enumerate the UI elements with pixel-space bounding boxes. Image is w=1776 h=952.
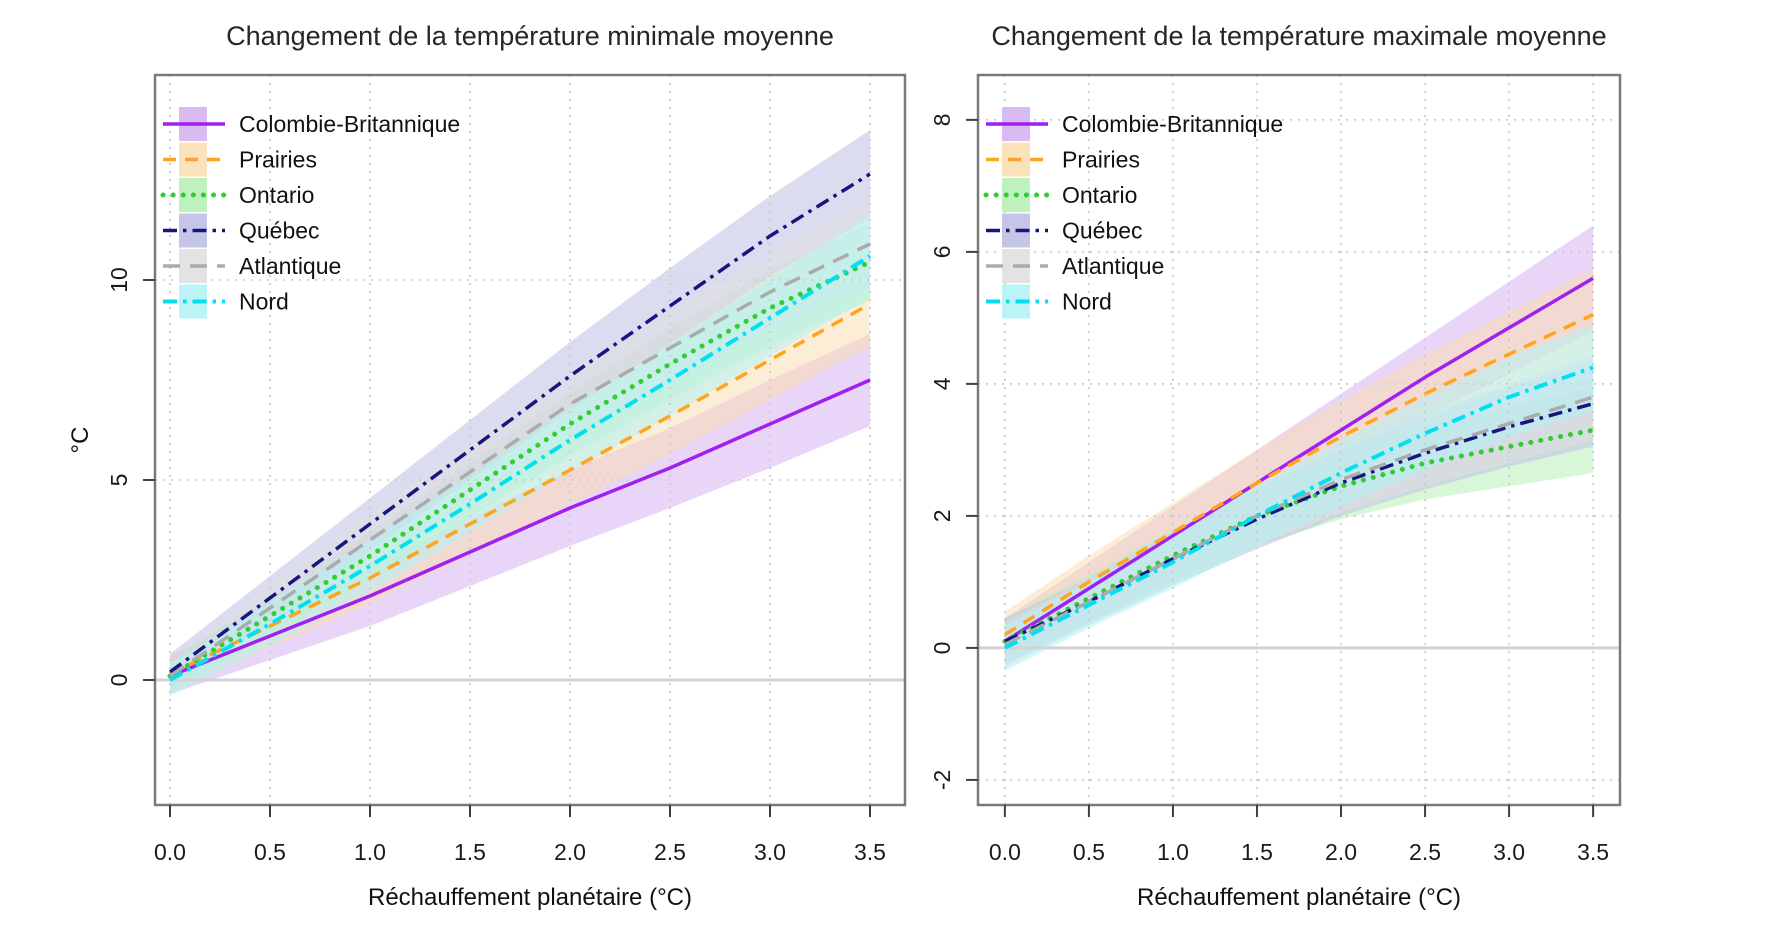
panel-max-temperature: 0.0 0.5 1.0 1.5 2.0 2.5 3.0 3.5 -2 0 2 4 6 8 Changemen… bbox=[929, 21, 1622, 911]
legend-label: Atlantique bbox=[239, 253, 341, 279]
series-line-nord bbox=[169, 254, 872, 682]
x-tick-label: 3.0 bbox=[754, 839, 786, 865]
y-tick-label: 0 bbox=[929, 642, 955, 655]
legend-item-quebec: Québec bbox=[163, 213, 320, 248]
y-tick-label: 10 bbox=[106, 267, 132, 293]
x-axis-title: Réchauffement planétaire (°C) bbox=[1137, 884, 1461, 911]
x-tick-label: 1.0 bbox=[354, 839, 386, 865]
chart-title: Changement de la température maximale mo… bbox=[991, 21, 1606, 51]
x-tick-label: 2.5 bbox=[1409, 839, 1441, 865]
series-line-colombie-britannique bbox=[169, 378, 871, 678]
legend-label: Prairies bbox=[239, 147, 317, 173]
series-line-atlantique bbox=[1004, 395, 1594, 647]
legend-item-nord: Nord bbox=[986, 284, 1112, 319]
legend-item-colombie-britannique: Colombie-Britannique bbox=[163, 107, 460, 141]
legend-label: Québec bbox=[1062, 218, 1143, 244]
plot-box bbox=[153, 73, 907, 807]
y-tick-label: -2 bbox=[929, 770, 955, 790]
x-tick-label: 0.0 bbox=[154, 839, 186, 865]
legend-item-prairies: Prairies bbox=[163, 142, 317, 177]
x-tick-label: 0.5 bbox=[1073, 839, 1105, 865]
series-line-atlantique bbox=[169, 242, 871, 678]
legend-label: Ontario bbox=[1062, 182, 1137, 208]
x-tick-label: 1.5 bbox=[454, 839, 486, 865]
y-tick-label: 5 bbox=[106, 474, 132, 487]
legend-label: Nord bbox=[1062, 289, 1112, 315]
y-tick-label: 6 bbox=[929, 245, 955, 258]
x-tick-label: 3.0 bbox=[1493, 839, 1525, 865]
y-tick-label: 4 bbox=[929, 377, 955, 390]
x-tick-label: 2.5 bbox=[654, 839, 686, 865]
x-axis-title: Réchauffement planétaire (°C) bbox=[368, 884, 692, 911]
legend-item-quebec: Québec bbox=[986, 213, 1143, 248]
series-line-colombie-britannique bbox=[1003, 276, 1594, 643]
x-tick-label: 2.0 bbox=[554, 839, 586, 865]
legend-item-atlantique: Atlantique bbox=[163, 249, 341, 283]
legend-label: Atlantique bbox=[1062, 253, 1164, 279]
series-line-nord bbox=[1003, 365, 1594, 650]
series-line-ontario bbox=[1002, 427, 1596, 644]
legend-label: Colombie-Britannique bbox=[1062, 111, 1283, 137]
legend-label: Ontario bbox=[239, 182, 314, 208]
chart-title: Changement de la température minimale mo… bbox=[226, 21, 834, 51]
y-tick-label: 2 bbox=[929, 510, 955, 523]
legend-item-ontario: Ontario bbox=[983, 178, 1137, 212]
y-tick-label: 0 bbox=[106, 674, 132, 687]
legend-item-ontario: Ontario bbox=[160, 178, 314, 212]
series-line-quebec bbox=[168, 172, 871, 674]
plot-box bbox=[976, 73, 1622, 807]
legend-label: Colombie-Britannique bbox=[239, 111, 460, 137]
x-tick-label: 3.5 bbox=[1577, 839, 1609, 865]
series-line-ontario bbox=[167, 259, 873, 679]
x-tick-label: 2.0 bbox=[1325, 839, 1357, 865]
y-axis-title: °C bbox=[67, 427, 94, 454]
x-tick-label: 1.5 bbox=[1241, 839, 1273, 865]
legend: Colombie-Britannique Prairies Ontario Québe… bbox=[983, 107, 1283, 319]
x-tick-label: 0.5 bbox=[254, 839, 286, 865]
legend-label: Québec bbox=[239, 218, 320, 244]
legend-item-prairies: Prairies bbox=[986, 142, 1140, 177]
panel-min-temperature: 0.0 0.5 1.0 1.5 2.0 2.5 3.0 3.5 0 5 10 Changement d… bbox=[67, 21, 907, 911]
x-tick-label: 1.0 bbox=[1157, 839, 1189, 865]
legend-item-atlantique: Atlantique bbox=[986, 249, 1164, 283]
legend-label: Prairies bbox=[1062, 147, 1140, 173]
y-tick-label: 8 bbox=[929, 113, 955, 126]
series-line-prairies bbox=[1003, 313, 1594, 637]
legend-label: Nord bbox=[239, 289, 289, 315]
x-tick-label: 0.0 bbox=[989, 839, 1021, 865]
legend: Colombie-Britannique Prairies Ontario Québe… bbox=[160, 107, 460, 319]
x-tick-label: 3.5 bbox=[854, 839, 886, 865]
legend-item-colombie-britannique: Colombie-Britannique bbox=[986, 107, 1283, 141]
legend-item-nord: Nord bbox=[163, 284, 289, 319]
